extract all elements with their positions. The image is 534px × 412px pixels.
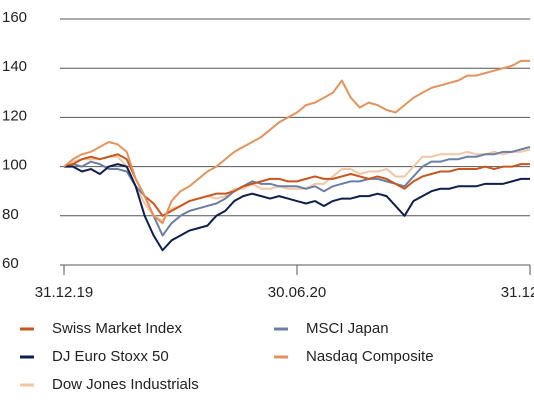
y-tick-label: 120 [2,107,27,124]
y-tick-label: 140 [2,58,27,75]
x-tick-label: 31.12.19 [35,284,93,301]
legend-label: Nasdaq Composite [306,348,434,365]
y-tick-label: 100 [2,157,27,174]
y-tick-label: 80 [2,206,19,223]
y-tick-label: 60 [2,255,19,272]
y-tick-label: 160 [2,9,27,26]
series-line [63,59,530,225]
series-line [63,148,531,222]
series-line [64,163,530,252]
legend-label: DJ Euro Stoxx 50 [52,348,169,365]
legend-label: Swiss Market Index [52,320,183,337]
x-tick-label: 30.06.20 [268,284,326,301]
legend-label: MSCI Japan [306,320,389,337]
x-tick-label: 31.12.20 [501,284,534,301]
series-line [63,145,531,237]
legend-label: Dow Jones Industrials [52,376,199,393]
